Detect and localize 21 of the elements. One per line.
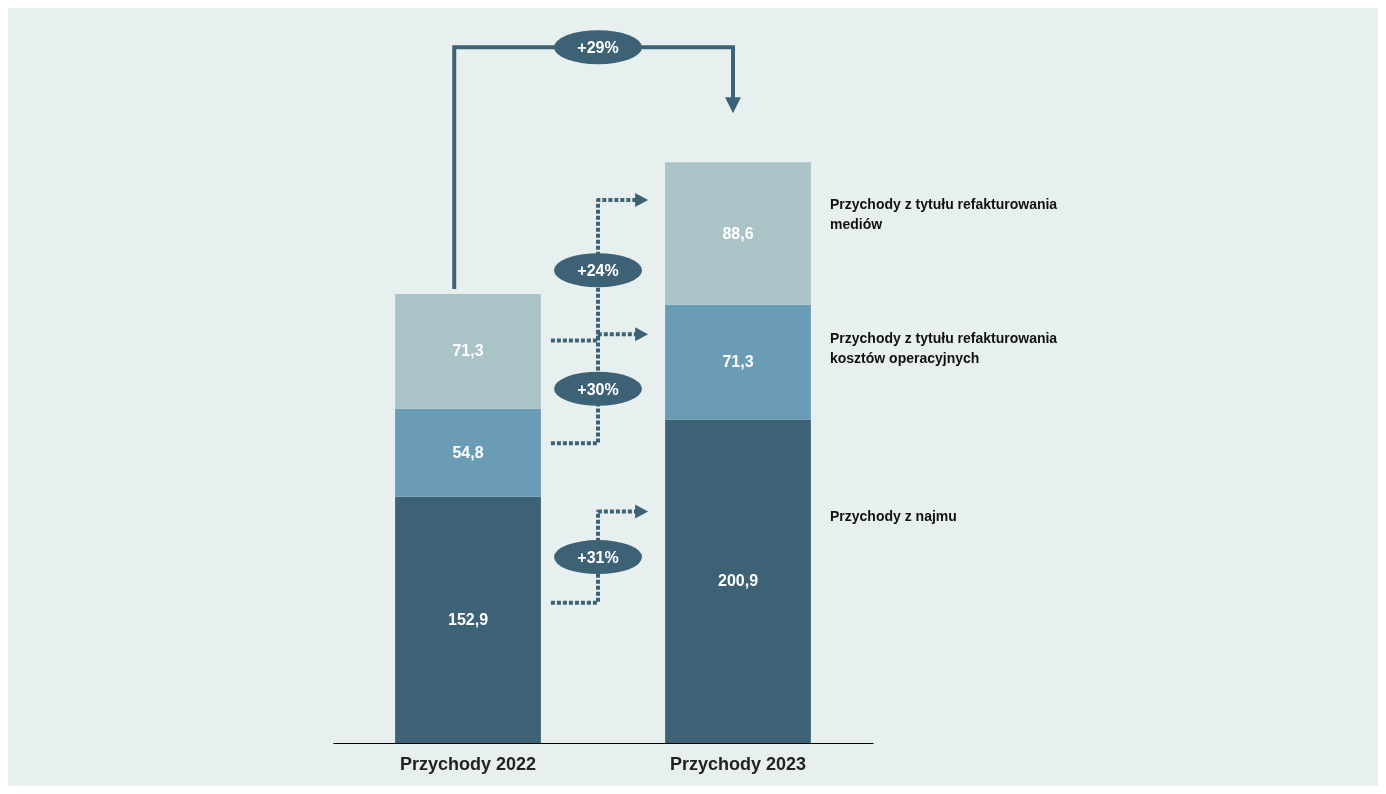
bar xyxy=(665,304,811,420)
bar xyxy=(665,162,811,305)
x-tick-label: Przychody 2023 xyxy=(669,753,807,774)
series-label: Przychody z najmu xyxy=(830,507,957,524)
annotation: +30% xyxy=(577,380,619,398)
bar xyxy=(395,408,541,497)
data-label: 200,9 xyxy=(717,572,759,590)
annotation: +31% xyxy=(577,549,619,567)
bar xyxy=(395,496,541,743)
bar xyxy=(665,419,811,743)
data-label: 71,3 xyxy=(722,353,754,371)
text: +29% xyxy=(577,39,619,57)
data-label: 152,9 xyxy=(447,610,489,628)
data-label: 54,8 xyxy=(452,443,484,461)
data-label: 88,6 xyxy=(722,224,754,242)
annotation: +24% xyxy=(577,262,619,280)
bar xyxy=(395,293,541,409)
series-label: Przychody z tytułu refakturowania kosztów operacyjnych xyxy=(830,330,1058,367)
data-label: 71,3 xyxy=(452,342,484,360)
x-tick-label: Przychody 2022 xyxy=(399,753,537,774)
series-label: Przychody z tytułu refakturowania mediów xyxy=(830,195,1058,232)
